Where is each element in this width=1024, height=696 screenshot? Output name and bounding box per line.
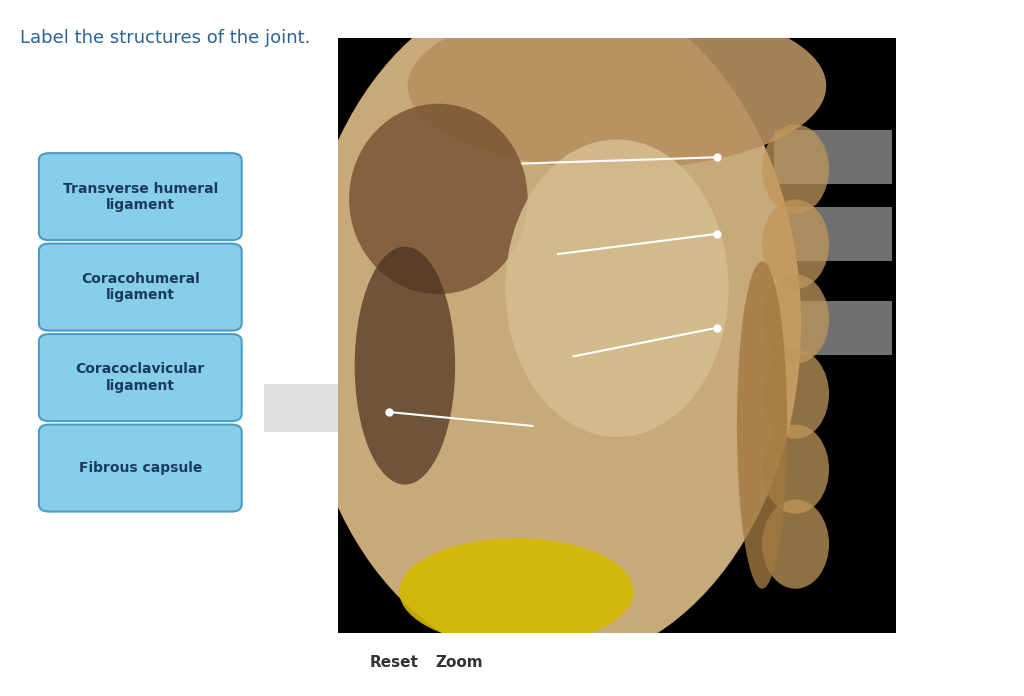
Ellipse shape [349, 104, 527, 294]
Ellipse shape [762, 349, 829, 438]
Ellipse shape [762, 500, 829, 589]
FancyBboxPatch shape [39, 153, 242, 240]
Ellipse shape [408, 3, 826, 169]
Bar [774, 130, 892, 184]
Ellipse shape [762, 125, 829, 214]
Ellipse shape [299, 0, 801, 666]
Bar [338, 38, 896, 633]
Text: Fibrous capsule: Fibrous capsule [79, 461, 202, 475]
Ellipse shape [762, 425, 829, 514]
Text: Zoom: Zoom [435, 655, 482, 670]
Text: Coracohumeral
ligament: Coracohumeral ligament [81, 272, 200, 302]
FancyBboxPatch shape [39, 244, 242, 331]
Ellipse shape [762, 274, 829, 364]
Bar [774, 207, 892, 261]
Ellipse shape [354, 246, 455, 484]
Text: Reset: Reset [370, 655, 419, 670]
Bar [264, 384, 338, 432]
FancyBboxPatch shape [39, 334, 242, 421]
Text: Transverse humeral
ligament: Transverse humeral ligament [62, 182, 218, 212]
FancyBboxPatch shape [39, 425, 242, 512]
Ellipse shape [762, 200, 829, 289]
Ellipse shape [399, 538, 634, 645]
Ellipse shape [506, 139, 729, 437]
Text: Label the structures of the joint.: Label the structures of the joint. [20, 29, 311, 47]
Ellipse shape [737, 262, 787, 589]
Text: Coracoclavicular
ligament: Coracoclavicular ligament [76, 363, 205, 393]
Bar [774, 301, 892, 355]
